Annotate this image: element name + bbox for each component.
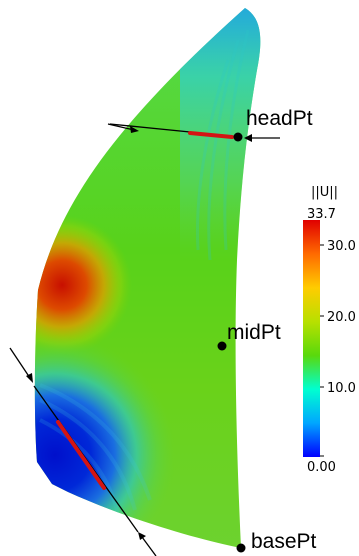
head-section-line: [109, 123, 241, 139]
colorbar-tick-20: 20.0: [327, 310, 356, 325]
base-point-dot: [236, 543, 246, 553]
head-arrow-right: [244, 134, 280, 142]
colorbar-tick-30: 30.0: [327, 239, 356, 254]
base-arrow-top: [9, 347, 33, 383]
colorbar-tick-0: 0.00: [307, 460, 336, 475]
mid-point-label: midPt: [227, 321, 281, 344]
head-point-dot: [233, 132, 243, 142]
head-point-label: headPt: [246, 107, 313, 130]
base-section-line: [33, 385, 139, 533]
colorbar-gradient: [303, 220, 320, 457]
colorbar-max-label: 33.7: [307, 207, 336, 222]
colorbar-tick-10: 10.0: [327, 381, 356, 396]
head-arrow-left: [107, 123, 139, 133]
colorbar-title: ||U||: [311, 185, 338, 200]
mid-point-dot: [217, 341, 227, 351]
base-point-label: basePt: [251, 530, 317, 553]
colorbar: ||U|| 33.7 30.0 20.0 10.0 0.00: [303, 185, 356, 475]
base-arrow-bottom: [138, 532, 157, 556]
